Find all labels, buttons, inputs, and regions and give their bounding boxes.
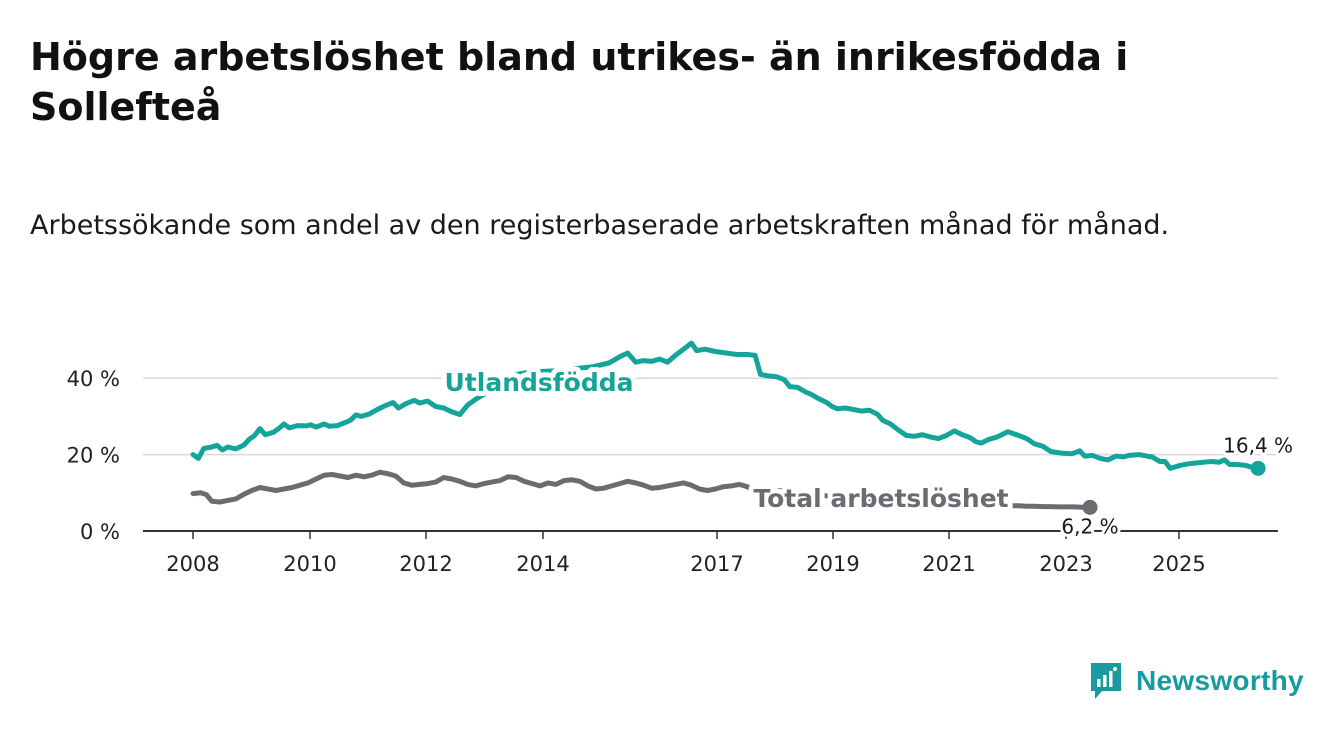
end-label-total-arbetsloshet: 6,2 %: [1061, 514, 1118, 538]
x-tick-label: 2017: [690, 552, 743, 576]
brand-name: Newsworthy: [1136, 665, 1304, 696]
y-tick-label: 0 %: [80, 520, 120, 544]
y-tick-label: 40 %: [67, 367, 120, 391]
series-line-utlandsfodda: [190, 340, 1261, 471]
series-line-total-arbetsloshet: [190, 469, 1093, 510]
x-tick-label: 2008: [166, 552, 219, 576]
series-label-utlandsfodda: Utlandsfödda: [445, 368, 634, 397]
series-endpoint-total-arbetsloshet: [1082, 499, 1098, 515]
series-label-total-arbetsloshet: Total arbetslöshet: [753, 484, 1008, 513]
newsworthy-logo-icon: [1091, 663, 1121, 699]
y-tick-label: 20 %: [67, 444, 120, 468]
series-endpoint-utlandsfodda: [1250, 460, 1266, 476]
x-tick-label: 2019: [806, 552, 859, 576]
end-label-utlandsfodda: 16,4 %: [1223, 433, 1293, 457]
x-tick-label: 2010: [283, 552, 336, 576]
x-tick-label: 2021: [922, 552, 975, 576]
chart-subtitle: Arbetssökande som andel av den registerb…: [30, 210, 1170, 241]
x-tick-label: 2014: [516, 552, 569, 576]
chart-title: Högre arbetslöshet bland utrikes- än inr…: [30, 35, 1129, 129]
x-tick-label: 2025: [1152, 552, 1205, 576]
x-tick-label: 2023: [1039, 552, 1092, 576]
newsworthy-brand: Newsworthy: [1088, 660, 1304, 702]
x-tick-label: 2012: [399, 552, 452, 576]
